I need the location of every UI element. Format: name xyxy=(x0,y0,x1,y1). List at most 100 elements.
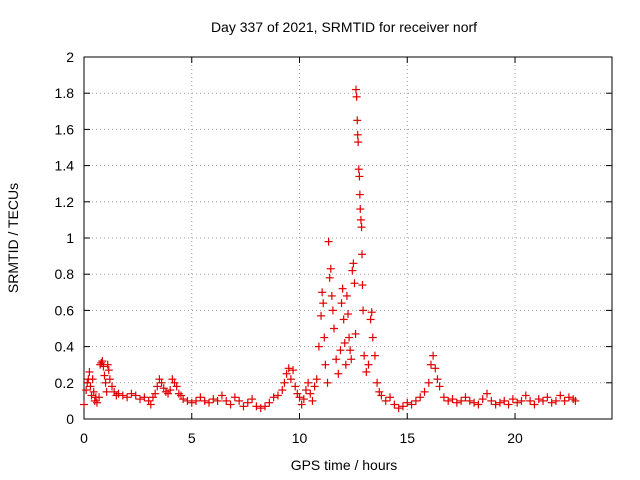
data-point xyxy=(491,400,500,409)
data-point xyxy=(362,367,371,376)
data-point xyxy=(80,400,88,409)
data-point xyxy=(345,333,354,342)
data-point xyxy=(209,395,218,404)
data-point xyxy=(326,264,335,273)
data-point xyxy=(103,360,112,369)
data-point xyxy=(521,391,530,400)
data-point xyxy=(429,351,438,360)
data-point xyxy=(324,237,333,246)
data-point xyxy=(161,387,170,396)
data-point xyxy=(351,85,360,94)
data-point xyxy=(504,400,513,409)
y-tick-label: 1.4 xyxy=(55,158,75,174)
data-point xyxy=(291,382,300,391)
data-points xyxy=(80,85,580,413)
data-point xyxy=(318,288,327,297)
data-point xyxy=(375,387,384,396)
data-point xyxy=(243,398,252,407)
data-point xyxy=(200,396,209,405)
data-point xyxy=(340,338,349,347)
data-point xyxy=(104,366,113,375)
axis-ticks: 0 5 10 15 20 0 0.2 0.4 0.6 0.8 1 1.2 1.4 1.6 1.8 2 xyxy=(55,49,612,446)
y-axis-label: SRMTID / TECUs xyxy=(5,183,21,293)
data-point xyxy=(526,396,535,405)
chart-title: Day 337 of 2021, SRMTID for receiver nor… xyxy=(211,19,477,35)
data-point xyxy=(439,393,448,402)
data-point xyxy=(508,395,517,404)
data-point xyxy=(358,250,367,259)
data-point xyxy=(560,396,569,405)
y-tick-label: 0.2 xyxy=(55,375,75,391)
data-point xyxy=(355,190,364,199)
data-point xyxy=(110,387,119,396)
data-point xyxy=(100,371,109,380)
data-point xyxy=(151,389,160,398)
data-point xyxy=(299,395,308,404)
data-point xyxy=(534,395,543,404)
data-point xyxy=(367,308,376,317)
x-tick-label: 5 xyxy=(188,430,196,446)
data-point xyxy=(284,364,293,373)
data-point xyxy=(314,342,323,351)
data-point xyxy=(174,389,183,398)
y-tick-label: 1 xyxy=(66,230,74,246)
y-tick-label: 0.4 xyxy=(55,339,75,355)
data-point xyxy=(364,360,373,369)
data-point xyxy=(92,398,101,407)
data-point xyxy=(513,398,522,407)
data-point xyxy=(308,396,317,405)
data-point xyxy=(248,395,257,404)
data-point xyxy=(304,378,313,387)
data-point xyxy=(306,389,315,398)
y-tick-label: 1.8 xyxy=(55,85,75,101)
data-point xyxy=(295,393,304,402)
data-point xyxy=(403,398,412,407)
data-point xyxy=(261,402,270,411)
data-point xyxy=(159,384,168,393)
data-point xyxy=(353,116,362,125)
data-point xyxy=(118,391,127,400)
data-point xyxy=(317,311,326,320)
x-tick-label: 20 xyxy=(507,430,523,446)
data-point xyxy=(334,369,343,378)
data-point xyxy=(144,396,153,405)
data-point xyxy=(470,398,479,407)
data-point xyxy=(239,402,248,411)
data-point xyxy=(357,223,366,232)
data-point xyxy=(354,138,363,147)
data-point xyxy=(213,396,222,405)
data-point xyxy=(350,279,359,288)
data-point xyxy=(356,215,365,224)
data-point xyxy=(105,375,114,384)
data-point xyxy=(157,378,166,387)
data-point xyxy=(140,393,149,402)
data-point xyxy=(98,357,107,366)
data-point xyxy=(289,366,298,375)
data-point xyxy=(217,391,226,400)
data-point xyxy=(226,400,235,409)
data-point xyxy=(102,387,111,396)
y-tick-label: 0 xyxy=(66,411,74,427)
data-point xyxy=(97,358,106,367)
data-point xyxy=(407,400,416,409)
data-point xyxy=(386,393,395,402)
data-point xyxy=(420,387,429,396)
data-point xyxy=(86,382,95,391)
data-point xyxy=(196,393,205,402)
data-point xyxy=(416,393,425,402)
data-point xyxy=(168,375,177,384)
data-point xyxy=(170,378,179,387)
data-point xyxy=(179,395,188,404)
data-point xyxy=(431,364,440,373)
data-point xyxy=(319,299,328,308)
data-point xyxy=(286,375,295,384)
data-point xyxy=(235,396,244,405)
data-point xyxy=(556,391,565,400)
data-point xyxy=(252,402,261,411)
data-point xyxy=(123,393,132,402)
data-point xyxy=(131,391,140,400)
y-tick-label: 0.8 xyxy=(55,266,75,282)
data-point xyxy=(457,396,466,405)
data-point xyxy=(282,369,291,378)
x-tick-label: 10 xyxy=(292,430,308,446)
